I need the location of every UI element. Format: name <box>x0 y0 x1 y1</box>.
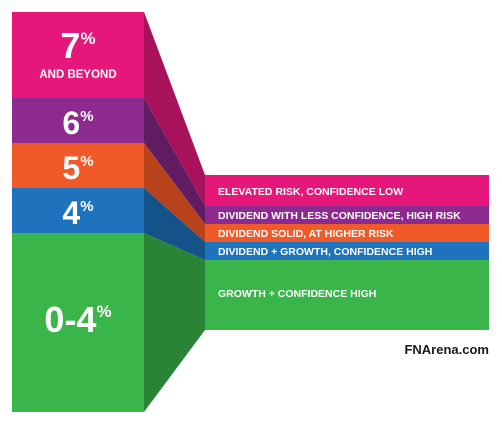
tier-five-side <box>144 143 205 242</box>
tier-seven-side <box>144 12 205 206</box>
tier-zero-four-band <box>205 260 489 330</box>
source-credit: FNArena.com <box>404 342 489 357</box>
tier-four-value: 4 <box>62 195 80 231</box>
tier-five-unit: % <box>80 153 93 170</box>
svg-text:7%: 7% <box>60 25 95 66</box>
right-bands <box>205 175 489 330</box>
tier-six-heading: 6% <box>62 105 93 141</box>
tier-four-front <box>12 188 144 233</box>
tier-six-value: 6 <box>62 105 80 141</box>
tier-five-heading: 5% <box>62 150 93 186</box>
front-column <box>12 12 144 412</box>
tier-seven-subtitle: AND BEYOND <box>39 69 116 81</box>
tier-five-label: DIVIDEND SOLID, AT HIGHER RISK <box>218 228 394 240</box>
tier-seven-band <box>205 175 489 206</box>
tier-six-band <box>205 206 489 224</box>
tier-five-band <box>205 224 489 242</box>
tier-five-value: 5 <box>62 150 80 186</box>
tier-six-front <box>12 98 144 143</box>
tier-zero-four-label: GROWTH + CONFIDENCE HIGH <box>218 288 376 300</box>
tier-four-label: DIVIDEND + GROWTH, CONFIDENCE HIGH <box>218 246 432 258</box>
tier-seven-value: 7 <box>60 25 80 66</box>
tier-six-label: DIVIDEND WITH LESS CONFIDENCE, HIGH RISK <box>218 210 461 222</box>
tier-zero-four-heading: 0-4% <box>44 299 111 340</box>
tier-four-band <box>205 242 489 260</box>
tier-six-unit: % <box>80 108 93 125</box>
tier-seven-label: ELEVATED RISK, CONFIDENCE LOW <box>218 186 403 198</box>
tier-seven-unit: % <box>80 29 95 48</box>
tier-zero-four-value: 0-4 <box>44 299 96 340</box>
tier-four-unit: % <box>80 198 93 215</box>
tier-five-front <box>12 143 144 188</box>
tier-zero-four-front <box>12 233 144 412</box>
tier-four-heading: 4% <box>62 195 93 231</box>
tier-seven-heading: 7% AND BEYOND <box>39 25 116 81</box>
tier-zero-four-side <box>144 233 205 412</box>
side-faces <box>144 12 205 412</box>
tier-six-side <box>144 98 205 224</box>
tier-seven-front <box>12 12 144 98</box>
tier-four-side <box>144 188 205 260</box>
tier-zero-four-unit: % <box>96 302 111 321</box>
